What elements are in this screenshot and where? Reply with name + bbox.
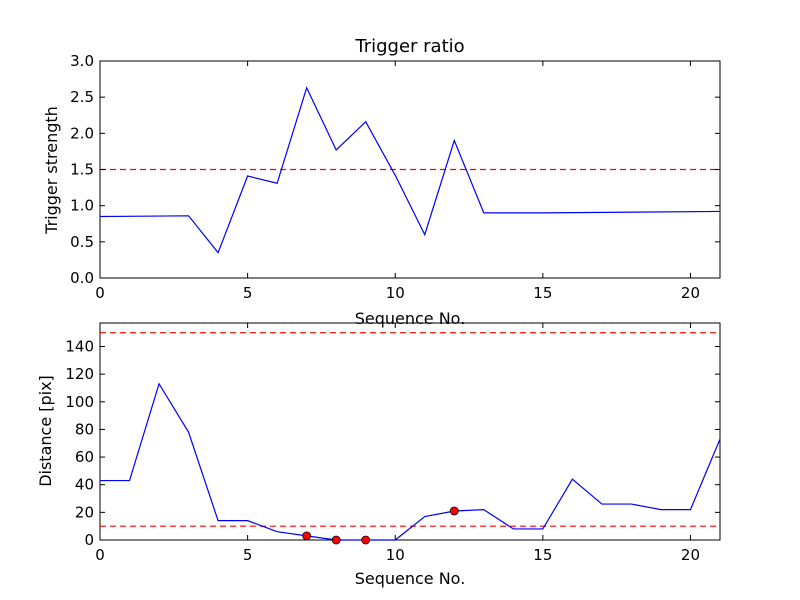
y-tick-label: 60 — [75, 448, 94, 466]
x-tick-label: 10 — [386, 284, 405, 302]
series-line-top-0 — [99, 86, 721, 254]
y-tick-label: 1.0 — [70, 197, 94, 215]
data-marker-3 — [449, 506, 459, 516]
y-axis-label-top: Trigger strength — [42, 106, 61, 235]
markers-bottom — [302, 506, 459, 545]
plot-area-bottom — [99, 322, 721, 541]
axis-ticks-top: 0 5 10 15 20 0.0 0.5 1.0 1.5 2.0 2.5 3.0 — [70, 52, 720, 302]
x-tick-label: 10 — [386, 546, 405, 564]
x-tick-label: 20 — [681, 546, 700, 564]
x-tick-label: 5 — [243, 546, 253, 564]
axis-ticks-bottom: 0 5 10 15 20 0 20 40 60 80 100 120 140 — [65, 323, 720, 564]
y-tick-label: 0.5 — [70, 233, 94, 251]
y-tick-label: 20 — [75, 503, 94, 521]
x-axis-label-bottom: Sequence No. — [355, 569, 466, 588]
x-tick-label: 20 — [681, 284, 700, 302]
y-tick-label: 40 — [75, 476, 94, 494]
series-line-bottom-0 — [100, 382, 721, 541]
y-tick-label: 0 — [84, 531, 94, 549]
x-tick-label: 15 — [533, 546, 552, 564]
y-tick-label: 2.5 — [70, 88, 94, 106]
y-tick-label: 120 — [65, 365, 94, 383]
y-axis-label-bottom: Distance [pix] — [36, 375, 55, 487]
x-axis-label-top: Sequence No. — [355, 309, 466, 328]
data-marker-0 — [302, 531, 312, 541]
y-tick-label: 1.5 — [70, 161, 94, 179]
x-tick-label: 5 — [243, 284, 253, 302]
x-tick-label: 0 — [95, 284, 105, 302]
data-marker-2 — [361, 535, 371, 545]
data-marker-1 — [331, 535, 341, 545]
series-lines-bottom — [100, 382, 721, 541]
series-lines-top — [99, 86, 721, 254]
y-tick-label: 2.0 — [70, 124, 94, 142]
reference-lines-bottom — [100, 332, 720, 527]
subplot-trigger-ratio: Trigger ratio 0 5 10 15 20 0.0 0.5 1.0 1.5 2.0 2.5… — [42, 36, 721, 328]
y-tick-label: 3.0 — [70, 52, 94, 70]
y-tick-label: 0.0 — [70, 269, 94, 287]
x-tick-label: 0 — [95, 546, 105, 564]
y-tick-label: 140 — [65, 337, 94, 355]
chart-title: Trigger ratio — [354, 36, 464, 57]
x-tick-label: 15 — [533, 284, 552, 302]
y-tick-label: 80 — [75, 420, 94, 438]
y-tick-label: 100 — [65, 393, 94, 411]
